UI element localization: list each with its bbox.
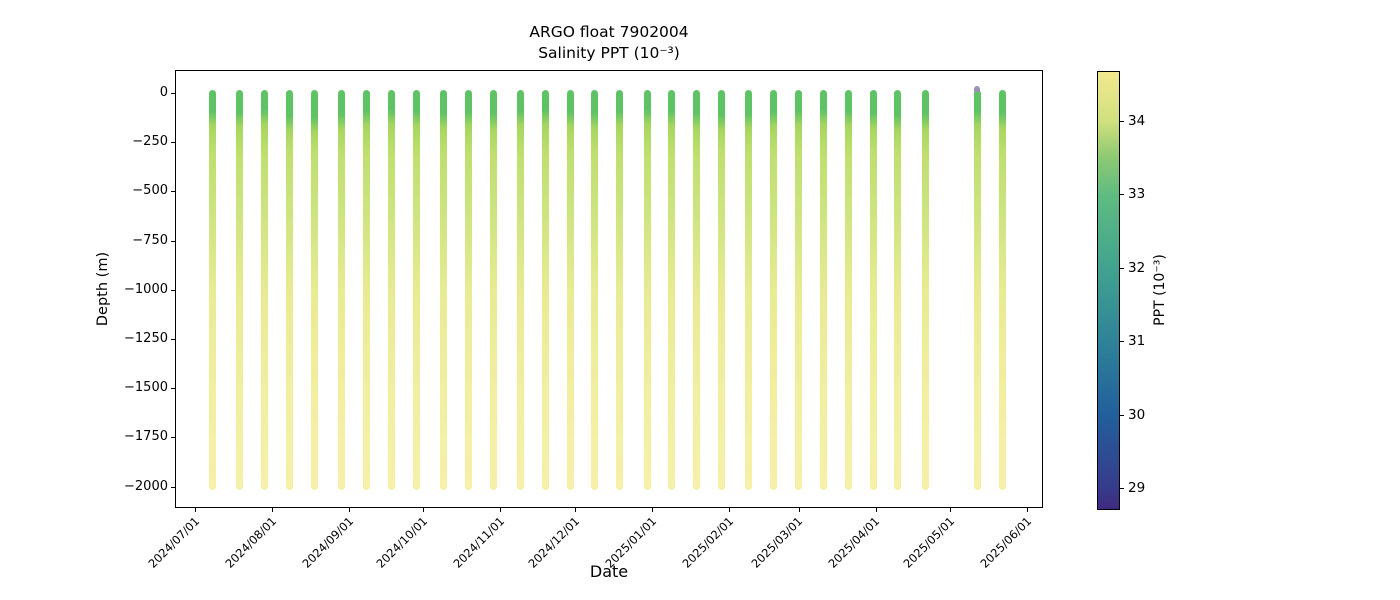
y-tick-label: −1250 bbox=[124, 331, 168, 346]
profile-column bbox=[362, 89, 370, 491]
y-tick bbox=[171, 486, 175, 488]
y-tick bbox=[171, 388, 175, 390]
x-tick bbox=[574, 508, 576, 512]
profile-column bbox=[310, 89, 318, 491]
profile-column bbox=[819, 89, 827, 491]
profile-column bbox=[770, 89, 778, 491]
profile-column bbox=[261, 89, 269, 491]
colorbar-tick-label: 31 bbox=[1128, 333, 1146, 350]
profile-column bbox=[616, 89, 624, 491]
surface-anomaly-marker bbox=[974, 85, 981, 92]
profile-column bbox=[869, 89, 877, 491]
x-tick bbox=[423, 508, 425, 512]
profile-column bbox=[998, 89, 1006, 491]
profile-column bbox=[718, 89, 726, 491]
y-tick bbox=[171, 437, 175, 439]
chart-subtitle: Salinity PPT (10⁻³) bbox=[538, 44, 680, 62]
profile-column bbox=[285, 89, 293, 491]
x-tick bbox=[500, 508, 502, 512]
profile-column bbox=[412, 89, 420, 491]
x-tick bbox=[798, 508, 800, 512]
profile-column bbox=[921, 89, 929, 491]
colorbar-tick bbox=[1120, 487, 1124, 489]
profile-column bbox=[591, 89, 599, 491]
profile-column bbox=[973, 89, 981, 491]
x-tick bbox=[950, 508, 951, 512]
x-tick bbox=[348, 508, 350, 512]
colorbar-tick bbox=[1120, 414, 1124, 416]
y-tick-label: −250 bbox=[132, 134, 168, 150]
profile-column bbox=[541, 89, 549, 491]
profile-column bbox=[844, 89, 852, 491]
profile-column bbox=[516, 89, 524, 491]
x-tick bbox=[1027, 508, 1028, 512]
y-tick bbox=[171, 142, 175, 144]
colorbar bbox=[1097, 71, 1120, 510]
x-tick bbox=[875, 508, 877, 512]
x-tick bbox=[195, 508, 196, 512]
x-tick bbox=[271, 508, 273, 512]
y-tick-label: −2000 bbox=[124, 478, 168, 494]
profile-column bbox=[894, 89, 902, 491]
colorbar-tick bbox=[1120, 267, 1124, 269]
y-tick-label: −1000 bbox=[124, 281, 168, 297]
profile-column bbox=[464, 89, 472, 491]
x-axis-label: Date bbox=[589, 562, 629, 581]
y-tick-label: −500 bbox=[132, 183, 168, 199]
chart-title: ARGO float 7902004 bbox=[529, 23, 689, 41]
y-tick bbox=[171, 240, 175, 242]
y-tick-label: −1500 bbox=[124, 380, 168, 396]
profile-column bbox=[338, 89, 346, 491]
y-tick bbox=[171, 93, 175, 94]
x-tick bbox=[651, 508, 653, 512]
profile-column bbox=[208, 89, 216, 491]
y-axis-label-text: Depth (m) bbox=[95, 251, 111, 327]
colorbar-tick-label: 34 bbox=[1128, 112, 1146, 129]
colorbar-tick-label: 33 bbox=[1128, 186, 1146, 203]
profile-column bbox=[236, 89, 244, 491]
colorbar-tick-label: 32 bbox=[1128, 259, 1146, 276]
y-tick-label: 0 bbox=[159, 85, 168, 100]
profile-column bbox=[439, 89, 447, 491]
profile-column bbox=[668, 89, 676, 491]
y-tick bbox=[171, 339, 175, 340]
colorbar-label-text: PPT (10⁻³) bbox=[1152, 254, 1168, 326]
colorbar-tick bbox=[1120, 341, 1124, 343]
colorbar-tick bbox=[1120, 194, 1124, 196]
y-tick-label: −750 bbox=[132, 232, 168, 248]
y-tick bbox=[171, 191, 175, 193]
y-tick bbox=[171, 289, 175, 291]
profile-column bbox=[387, 89, 395, 491]
profile-column bbox=[795, 89, 802, 491]
colorbar-tick-label: 30 bbox=[1128, 406, 1146, 423]
x-tick bbox=[728, 508, 730, 512]
plot-area bbox=[175, 70, 1043, 508]
profile-column bbox=[745, 89, 753, 491]
profile-column bbox=[643, 89, 651, 491]
y-tick-label: −1750 bbox=[124, 429, 168, 445]
profile-column bbox=[489, 89, 497, 491]
profile-column bbox=[566, 89, 574, 491]
profile-column bbox=[693, 89, 701, 491]
colorbar-tick bbox=[1120, 120, 1124, 122]
colorbar-tick-label: 29 bbox=[1128, 479, 1146, 496]
